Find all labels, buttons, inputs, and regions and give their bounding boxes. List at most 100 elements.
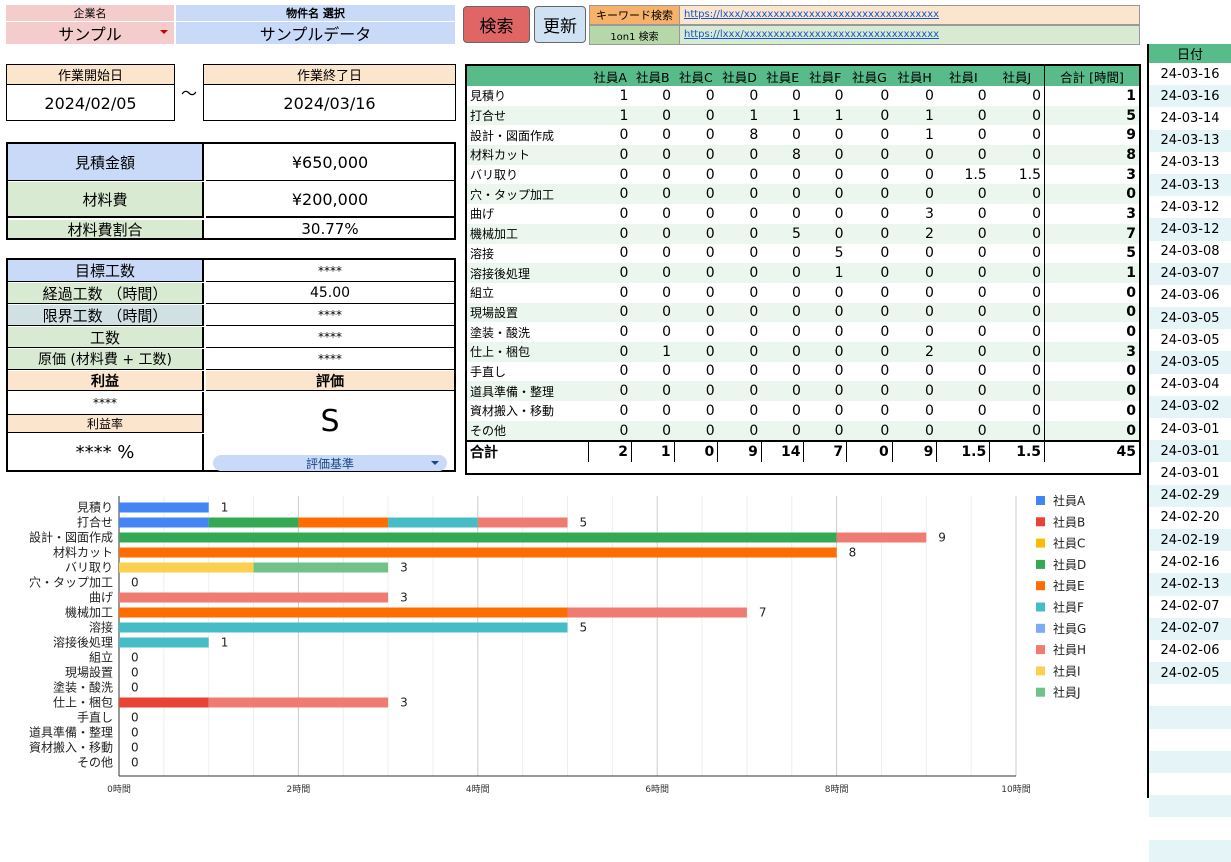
matrix-task-label: 曲げ xyxy=(467,204,589,224)
legend-swatch xyxy=(1036,538,1045,548)
matrix-header-row: 社員A 社員B 社員C 社員D 社員E 社員F 社員G 社員H 社員I 社員J 合計 [時間] xyxy=(467,66,1139,86)
matrix-cell: 0 xyxy=(846,341,893,362)
matrix-cell: 0 xyxy=(846,105,893,126)
matrix-cell: 0 xyxy=(977,87,987,104)
matrix-cell: 0 xyxy=(880,245,890,262)
matrix-col-header: 社員J xyxy=(989,66,1045,86)
date-cell: 24-03-16 xyxy=(1149,85,1231,108)
cost-total-value: **** xyxy=(206,349,454,370)
date-cell: 24-02-19 xyxy=(1149,528,1231,552)
bar-total-label: 0 xyxy=(131,681,139,695)
matrix-cell: 0 xyxy=(717,223,762,244)
update-button[interactable]: 更新 xyxy=(534,6,586,43)
hours-value: **** xyxy=(206,327,454,348)
y-category-label: 設計・図面作成 xyxy=(29,530,113,545)
matrix-cell: 0 xyxy=(717,341,762,362)
stacked-bar-chart: 0時間 2時間 4時間 6時間 8時間 10時間 見積り 1 打合せ 5 設計・図面作成 9 材料カット… xyxy=(29,493,1086,795)
matrix-cell: 0 xyxy=(834,284,844,301)
matrix-cell: 0 xyxy=(717,302,762,323)
bar-segment xyxy=(119,502,209,513)
matrix-cell: 0 xyxy=(674,105,718,126)
matrix-row: その他 0 0 0 0 0 0 0 0 0 0 0 xyxy=(467,420,1139,442)
matrix-cell: 0 xyxy=(662,402,672,419)
date-cell: 24-03-01 xyxy=(1160,421,1220,437)
matrix-sum-cell: 9 xyxy=(891,440,937,463)
matrix-cell: 1 xyxy=(619,87,629,104)
matrix-cell: 1.5 xyxy=(964,166,987,183)
matrix-sum-total: 45 xyxy=(1044,440,1139,463)
company-select[interactable]: サンプル xyxy=(6,22,174,44)
keyword-search-link[interactable]: https://lxxx/xxxxxxxxxxxxxxxxxxxxxxxxxxx… xyxy=(684,9,940,20)
bar-segment xyxy=(119,607,568,618)
matrix-sum-cell: 1.5 xyxy=(936,440,990,463)
matrix-cell: 0 xyxy=(749,284,759,301)
search-button[interactable]: 検索 xyxy=(463,6,530,43)
date-cell xyxy=(1149,773,1231,795)
matrix-row-total: 3 xyxy=(1044,204,1139,224)
eval-value: S xyxy=(320,403,340,439)
eval-criteria-select[interactable]: 評価基準 xyxy=(213,455,447,471)
bar-segment xyxy=(119,697,209,708)
hours-matrix: 社員A 社員B 社員C 社員D 社員E 社員F 社員G 社員H 社員I 社員J 合計 [時間] 見積… xyxy=(465,64,1141,475)
matrix-cell: 1 xyxy=(803,105,847,126)
matrix-row-total: 9 xyxy=(1044,125,1139,146)
bar-segment xyxy=(119,592,389,603)
matrix-row-total: 0 xyxy=(1044,361,1139,382)
matrix-cell: 0 xyxy=(989,105,1045,126)
start-date-box: 作業開始日 2024/02/05 xyxy=(6,64,175,121)
matrix-cell: 0 xyxy=(705,87,715,104)
legend-label: 社員G xyxy=(1053,621,1086,636)
legend-swatch xyxy=(1036,496,1045,505)
legend-swatch xyxy=(1036,666,1045,676)
y-category-label: その他 xyxy=(77,756,113,770)
matrix-cell: 0 xyxy=(846,420,893,442)
matrix-row: 設計・図面作成 0 0 0 8 0 0 0 1 0 0 9 xyxy=(467,125,1139,146)
matrix-cell: 0 xyxy=(588,341,632,362)
oneonone-search-link[interactable]: https://lxxx/xxxxxxxxxxxxxxxxxxxxxxxxxxx… xyxy=(684,29,940,40)
matrix-cell: 0 xyxy=(989,420,1045,442)
matrix-row: 道具準備・整理 0 0 0 0 0 0 0 0 0 0 0 xyxy=(467,381,1139,401)
matrix-cell: 0 xyxy=(925,166,934,183)
matrix-task-label: 道具準備・整理 xyxy=(467,381,589,401)
matrix-cell: 0 xyxy=(674,420,718,442)
y-category-label: 見積り xyxy=(77,500,113,515)
project-select[interactable]: サンプルデータ xyxy=(176,22,455,44)
matrix-cell: 0 xyxy=(1032,205,1042,222)
legend-label: 社員J xyxy=(1053,685,1081,700)
end-date-value[interactable]: 2024/03/16 xyxy=(283,93,376,113)
date-cell: 24-02-07 xyxy=(1149,617,1231,640)
matrix-cell: 0 xyxy=(749,87,759,104)
matrix-cell: 0 xyxy=(892,145,937,165)
matrix-row-total: 5 xyxy=(1044,243,1139,264)
matrix-cell: 0 xyxy=(834,205,844,222)
date-cell: 24-03-13 xyxy=(1149,173,1231,197)
x-tick-label: 8時間 xyxy=(825,784,849,795)
date-cell: 24-02-07 xyxy=(1160,599,1220,615)
date-cell: 24-02-13 xyxy=(1149,573,1231,596)
matrix-col-header: 社員E xyxy=(761,66,804,86)
bar-total-label: 1 xyxy=(221,501,229,515)
matrix-cell: 0 xyxy=(892,184,937,205)
matrix-cell: 0 xyxy=(925,402,934,419)
date-cell xyxy=(1149,839,1231,862)
company-value: サンプル xyxy=(58,25,122,44)
start-date-value[interactable]: 2024/02/05 xyxy=(44,93,137,113)
date-cell: 24-02-20 xyxy=(1160,510,1220,526)
matrix-col-header: 社員B xyxy=(631,66,675,86)
date-cell xyxy=(1149,729,1231,751)
matrix-task-label: 仕上・梱包 xyxy=(467,341,589,362)
matrix-cell: 0 xyxy=(705,324,715,341)
matrix-row: 溶接後処理 0 0 0 0 0 1 0 0 0 0 1 xyxy=(467,263,1139,283)
dropdown-caret-icon xyxy=(160,30,168,34)
matrix-cell: 0 xyxy=(588,420,632,442)
matrix-cell: 0 xyxy=(761,420,804,442)
company-label-cell: 企業名 xyxy=(6,5,174,22)
matrix-cell: 0 xyxy=(749,166,759,183)
matrix-cell: 0 xyxy=(761,184,804,205)
matrix-cell: 0 xyxy=(631,302,675,323)
matrix-cell: 0 xyxy=(936,105,990,126)
date-cell: 24-03-05 xyxy=(1149,351,1231,374)
matrix-cell: 0 xyxy=(846,184,893,205)
matrix-cell: 0 xyxy=(1032,402,1042,419)
bar-total-label: 0 xyxy=(131,711,139,725)
